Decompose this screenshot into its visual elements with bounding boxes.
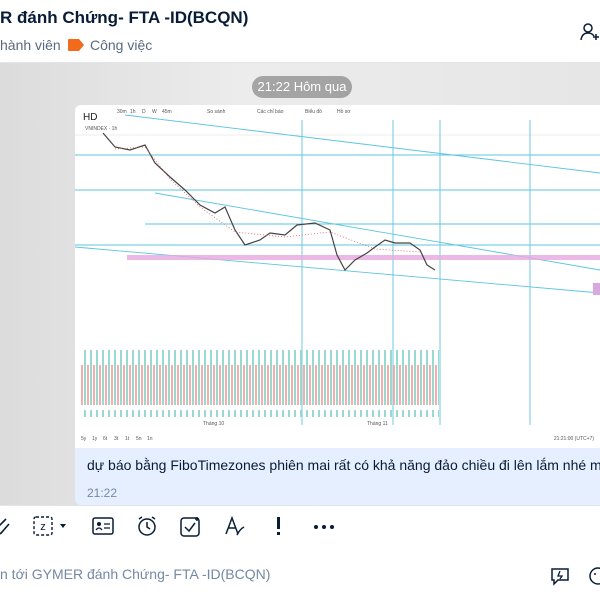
more-button[interactable] xyxy=(312,515,336,537)
chart-toolbar-item[interactable]: So sánh xyxy=(207,109,226,115)
chart-toolbar-item[interactable]: 45m xyxy=(162,109,172,115)
zone xyxy=(593,283,600,295)
chart-toolbar: HD VNINDEX · 1h xyxy=(83,112,117,132)
range-button[interactable]: 1n xyxy=(147,436,153,442)
chart-toolbar-item[interactable]: Các chỉ báo xyxy=(257,108,284,115)
composer-toolbar: z xyxy=(0,505,600,549)
symbol: HD xyxy=(83,112,97,123)
chart-toolbar-item[interactable]: W xyxy=(152,109,157,115)
range-button[interactable]: 1t xyxy=(125,436,130,442)
candle-accents xyxy=(114,146,421,253)
composer[interactable]: n tới GYMER đánh Chứng- FTA -ID(BCQN) xyxy=(0,548,600,600)
chart-toolbar-item[interactable]: 30m xyxy=(117,109,127,115)
chart-image[interactable]: HD VNINDEX · 1h 30m 1h D W 45m So sánh Các chỉ… xyxy=(75,105,600,448)
reminder-button[interactable] xyxy=(136,515,158,537)
input-placeholder[interactable]: n tới GYMER đánh Chứng- FTA -ID(BCQN) xyxy=(0,566,271,582)
chart-toolbar-item[interactable]: Hồ sơ xyxy=(337,109,351,115)
quick-message-button[interactable] xyxy=(550,566,570,586)
format-button[interactable] xyxy=(224,515,246,537)
month-label: Tháng 11 xyxy=(367,421,388,427)
clock: 21:21:00 (UTC+7) xyxy=(554,436,594,442)
task-button[interactable] xyxy=(180,515,202,537)
tag-label[interactable]: Công việc xyxy=(90,37,153,53)
range-button[interactable]: 5n xyxy=(136,436,142,442)
message-area: 21:22 Hôm qua HD VNINDEX · 1h 30m 1h D W 45m… xyxy=(0,63,600,505)
range-button[interactable]: 1y xyxy=(92,436,98,442)
ticker: VNINDEX · 1h xyxy=(85,126,117,132)
message-bubble[interactable]: HD VNINDEX · 1h 30m 1h D W 45m So sánh Các chỉ… xyxy=(75,105,600,505)
urgent-button[interactable] xyxy=(274,515,284,537)
emoji-button[interactable] xyxy=(588,566,600,586)
price-path xyxy=(102,132,436,271)
attach-button[interactable] xyxy=(0,515,12,537)
range-button[interactable]: 5y xyxy=(81,436,87,442)
chart-toolbar-item[interactable]: D xyxy=(142,109,146,115)
range-button[interactable]: 6t xyxy=(103,436,108,442)
svg-text:z: z xyxy=(40,521,46,533)
card-button[interactable] xyxy=(92,515,114,537)
tag-icon xyxy=(68,39,84,51)
add-member-button[interactable] xyxy=(580,22,600,42)
zone xyxy=(127,255,600,260)
zalo-style-button[interactable]: z xyxy=(33,515,73,537)
month-label: Tháng 10 xyxy=(203,421,224,427)
message-time: 21:22 xyxy=(87,486,118,500)
member-count[interactable]: hành viên xyxy=(0,37,61,53)
volume-bars xyxy=(81,350,439,417)
header: R đánh Chứng- FTA -ID(BCQN) hành viên Cô… xyxy=(0,0,600,63)
chart-toolbar-item[interactable]: 1h xyxy=(130,109,136,115)
chart-toolbar-item[interactable]: Biểu đồ xyxy=(305,108,322,115)
conversation-title[interactable]: R đánh Chứng- FTA -ID(BCQN) xyxy=(0,8,249,27)
message-text: dự báo bằng FiboTimezones phiên mai rất … xyxy=(87,457,600,473)
range-button[interactable]: 3t xyxy=(114,436,119,442)
time-divider: 21:22 Hôm qua xyxy=(252,76,352,98)
